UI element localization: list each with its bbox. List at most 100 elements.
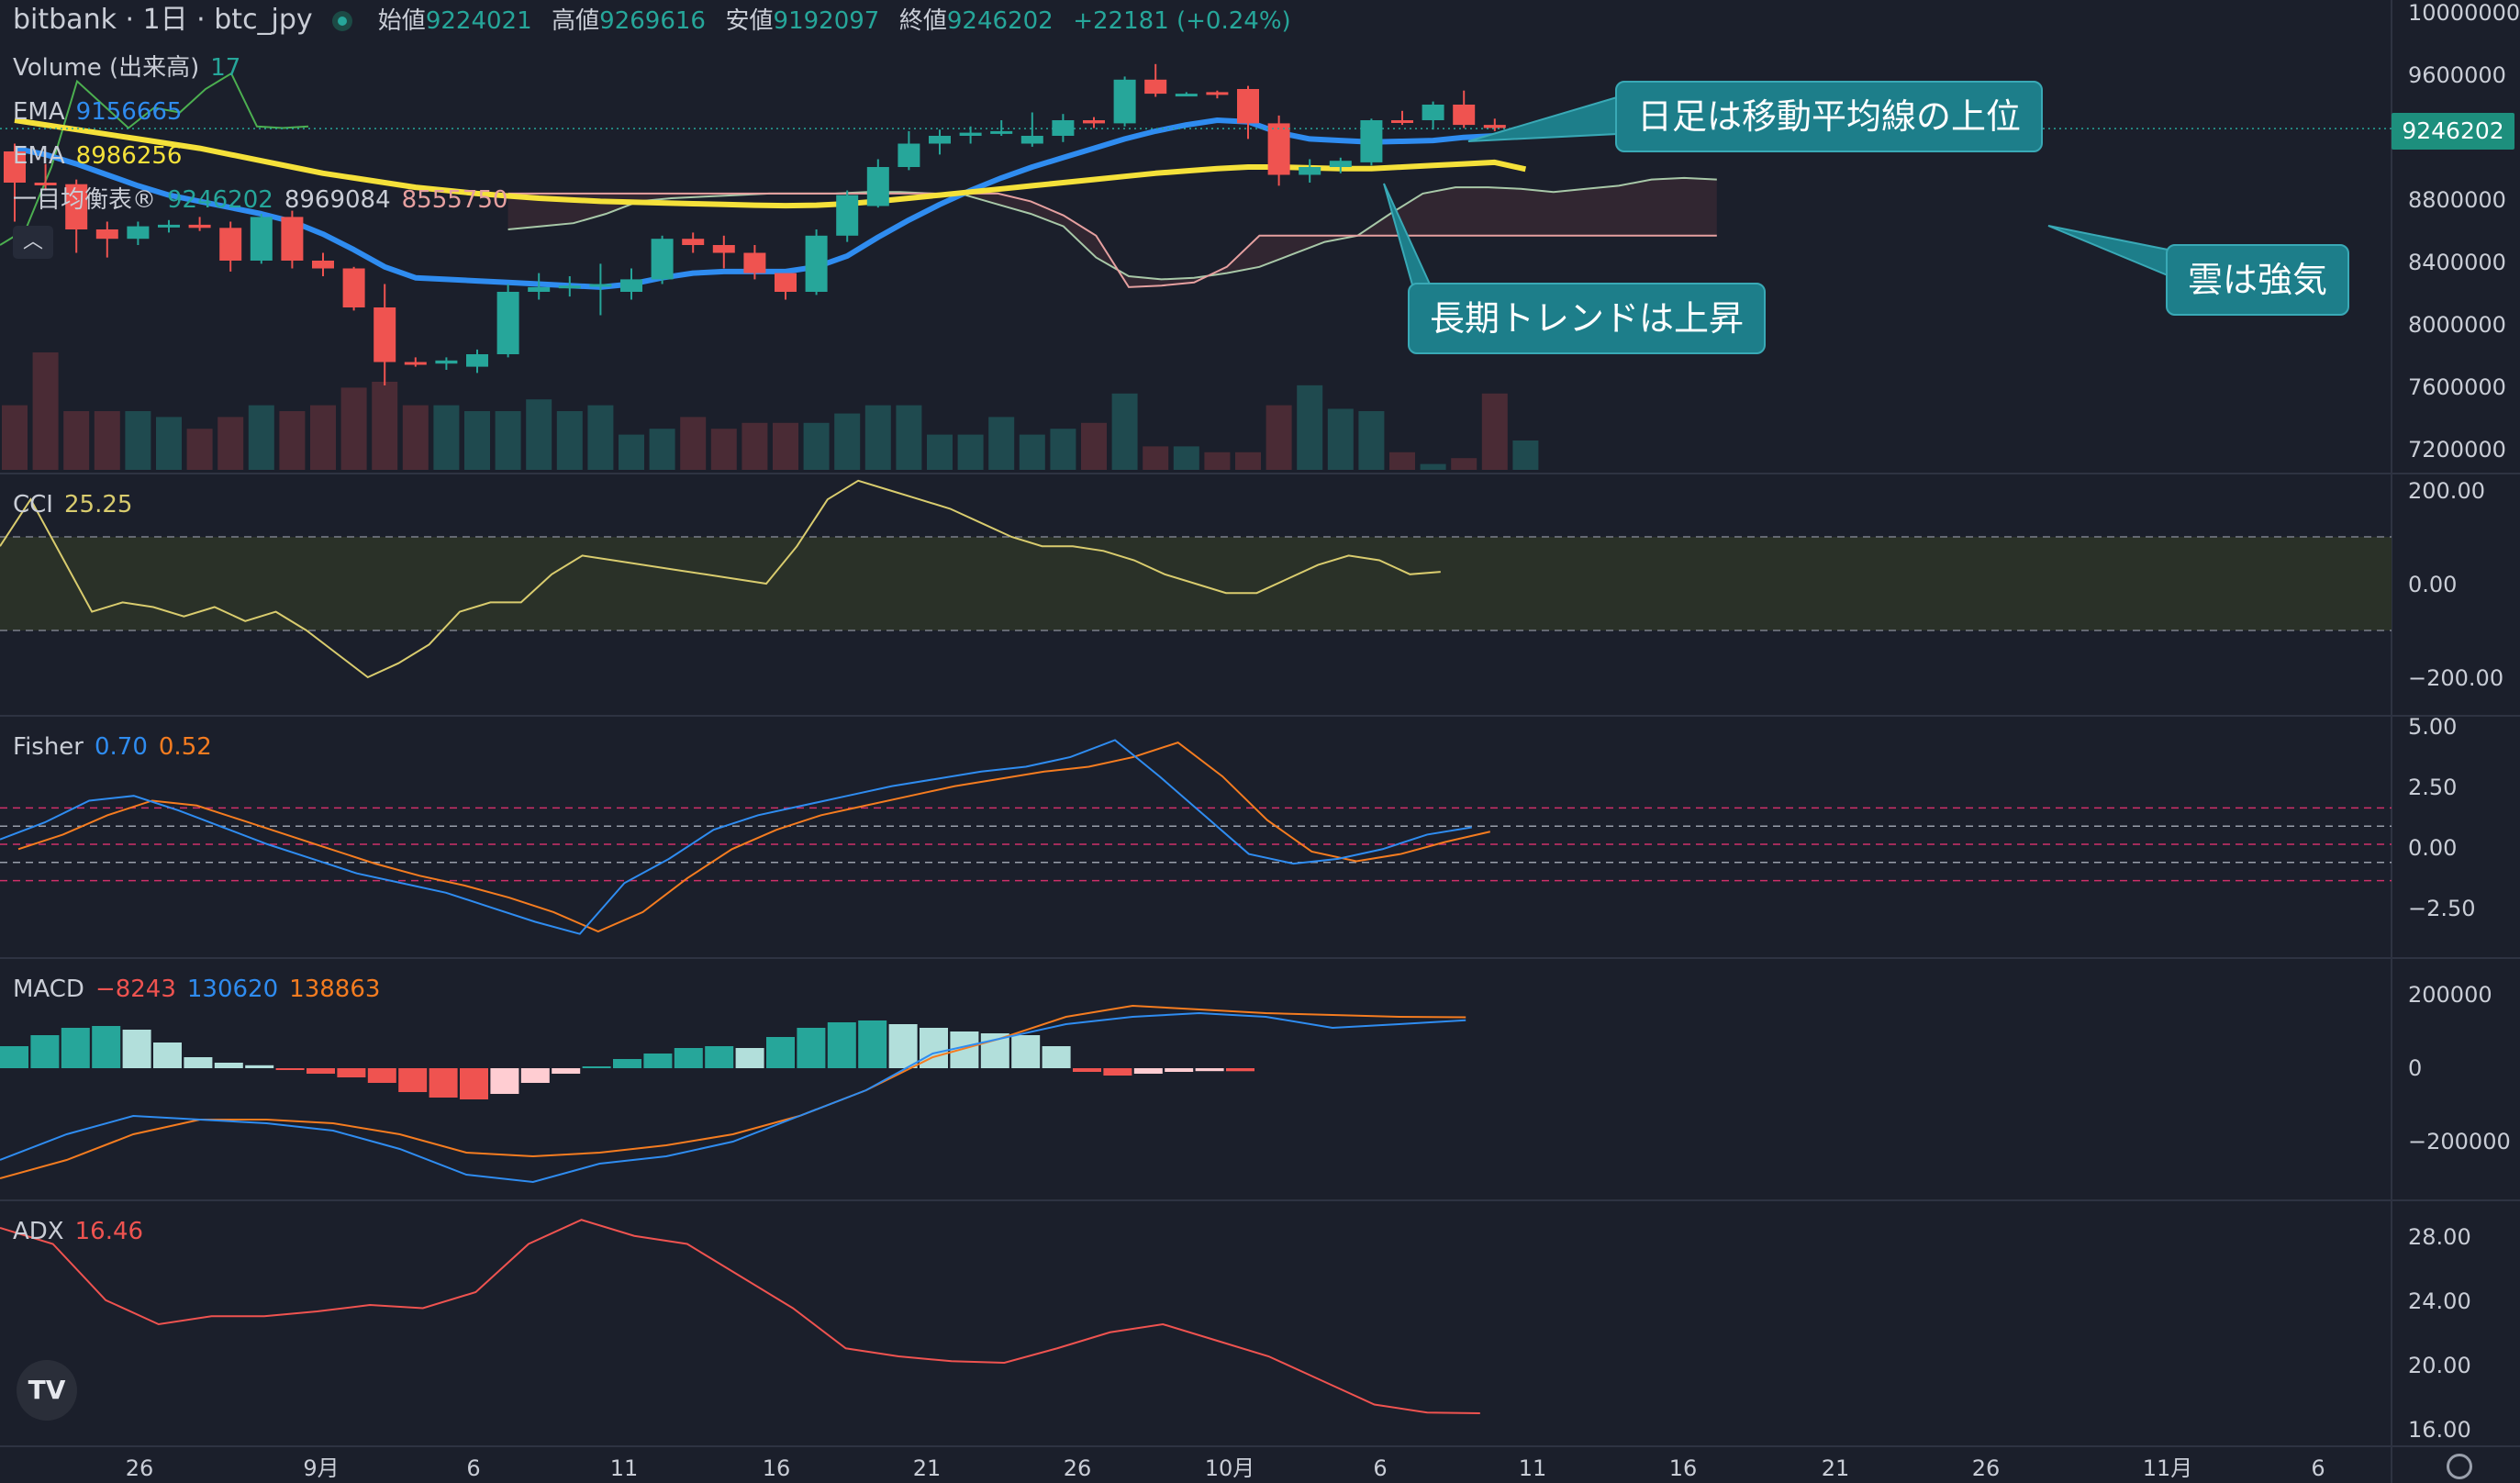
candle bbox=[558, 276, 581, 297]
annotation-above-ma[interactable]: 日足は移動平均線の上位 bbox=[1615, 81, 2044, 152]
volume-bar bbox=[1327, 408, 1354, 470]
time-axis-tick: 26 bbox=[1064, 1455, 1092, 1481]
macd-hist-bar bbox=[245, 1065, 274, 1068]
ichimoku-label: 一目均衡表® bbox=[13, 186, 157, 214]
candle-body bbox=[1237, 89, 1259, 124]
macd-hist-bar bbox=[827, 1022, 856, 1068]
chart-header: bitbank · 1日 · btc_jpy 始値9224021 高値92696… bbox=[13, 6, 1302, 36]
macd-hist-bar bbox=[950, 1031, 979, 1068]
macd-hist-bar bbox=[1042, 1046, 1071, 1068]
gear-icon[interactable] bbox=[2447, 1454, 2472, 1479]
candle-body bbox=[836, 195, 859, 236]
volume-bar bbox=[310, 405, 336, 470]
cci-axis-tick: 200.00 bbox=[2408, 478, 2485, 504]
volume-bar bbox=[433, 405, 460, 470]
legend-fisher[interactable]: Fisher 0.70 0.52 bbox=[13, 732, 223, 762]
macd-hist-bar bbox=[1011, 1035, 1041, 1068]
candle bbox=[188, 217, 211, 231]
volume-bar bbox=[742, 422, 768, 470]
legend-volume[interactable]: Volume (出来高) 17 bbox=[13, 53, 251, 83]
macd-hist-bar bbox=[153, 1043, 182, 1068]
candle-body bbox=[4, 151, 26, 183]
volume-bar bbox=[1050, 429, 1076, 470]
macd-hist-bar bbox=[92, 1026, 121, 1068]
macd-hist-bar bbox=[337, 1068, 366, 1077]
volume-bar bbox=[279, 411, 306, 470]
collapse-legend-button[interactable]: ︿ bbox=[13, 226, 53, 259]
ichimoku-value-1: 9246202 bbox=[167, 186, 273, 214]
cci-line bbox=[0, 479, 1441, 679]
macd-hist-bar bbox=[1195, 1068, 1224, 1072]
candle bbox=[312, 252, 334, 276]
candle bbox=[95, 221, 118, 258]
candle bbox=[65, 179, 88, 253]
candle bbox=[374, 284, 396, 385]
candle-body bbox=[866, 167, 889, 206]
candle-body bbox=[312, 261, 334, 269]
fisher-line bbox=[0, 739, 1472, 935]
candle bbox=[1113, 76, 1136, 127]
volume-bar bbox=[896, 405, 922, 470]
candle bbox=[1020, 112, 1043, 147]
candle bbox=[1299, 159, 1321, 183]
tradingview-logo-icon[interactable]: TV bbox=[17, 1360, 77, 1421]
candle bbox=[466, 349, 488, 374]
candle bbox=[1206, 90, 1229, 99]
volume-bar bbox=[217, 417, 244, 470]
candle-body bbox=[1483, 125, 1506, 128]
volume-bar bbox=[710, 429, 737, 470]
legend-ichimoku[interactable]: 一目均衡表® 9246202 8969084 8555750 bbox=[13, 185, 518, 215]
volume-bars bbox=[2, 352, 1539, 470]
candle bbox=[127, 221, 150, 245]
candle-body bbox=[1422, 105, 1444, 120]
open-label: 始値 bbox=[377, 7, 426, 35]
time-axis-tick: 11月 bbox=[2143, 1455, 2193, 1481]
legend-macd[interactable]: MACD −8243 130620 138863 bbox=[13, 975, 391, 1004]
candle-body bbox=[496, 292, 519, 354]
volume-bar bbox=[63, 411, 90, 470]
legend-cci[interactable]: CCI 25.25 bbox=[13, 490, 143, 519]
time-axis-tick: 9月 bbox=[303, 1455, 339, 1481]
volume-bar bbox=[372, 382, 398, 470]
candle-body bbox=[620, 279, 642, 292]
volume-bar bbox=[1143, 446, 1169, 470]
volume-bar bbox=[1019, 434, 1045, 470]
adx-axis-tick: 16.00 bbox=[2408, 1417, 2471, 1443]
candle bbox=[1175, 92, 1198, 97]
legend-ema-fast[interactable]: EMA 9156665 bbox=[13, 97, 193, 127]
macd-hist-value: −8243 bbox=[95, 976, 176, 1003]
time-axis-tick: 11 bbox=[610, 1455, 639, 1481]
price-axis-tick: 8800000 bbox=[2408, 187, 2506, 213]
macd-hist-bar bbox=[735, 1048, 764, 1068]
candle-body bbox=[1175, 94, 1198, 97]
volume-bar bbox=[402, 405, 429, 470]
candle-body bbox=[65, 184, 88, 229]
candle bbox=[651, 235, 674, 284]
candle bbox=[1237, 85, 1259, 139]
macd-hist-bar bbox=[766, 1037, 795, 1068]
cci-label: CCI bbox=[13, 491, 53, 518]
fisher-value: 0.70 bbox=[95, 733, 148, 761]
candle bbox=[281, 210, 304, 269]
macd-hist-bar bbox=[30, 1035, 60, 1068]
macd-hist-bar bbox=[643, 1054, 673, 1068]
macd-hist-bar bbox=[1165, 1068, 1194, 1072]
macd-hist-bar bbox=[858, 1020, 887, 1068]
annotation-long-trend[interactable]: 長期トレンドは上昇 bbox=[1408, 283, 1767, 354]
legend-ema-slow[interactable]: EMA 8986256 bbox=[13, 141, 193, 171]
macd-hist-bar bbox=[307, 1068, 335, 1074]
volume-label: Volume (出来高) bbox=[13, 54, 200, 82]
volume-value: 17 bbox=[210, 54, 241, 82]
legend-adx[interactable]: ADX 16.46 bbox=[13, 1217, 154, 1246]
time-axis-tick: 16 bbox=[763, 1455, 791, 1481]
candle bbox=[404, 357, 427, 367]
ichimoku-span-b bbox=[507, 192, 1717, 288]
candle-body bbox=[1113, 79, 1136, 124]
candle-body bbox=[158, 224, 180, 228]
macd-signal-value: 138863 bbox=[289, 976, 381, 1003]
annotation-cloud-bullish[interactable]: 雲は強気 bbox=[2166, 244, 2350, 316]
candle-body bbox=[1453, 105, 1476, 126]
macd-hist-bar bbox=[613, 1059, 641, 1068]
